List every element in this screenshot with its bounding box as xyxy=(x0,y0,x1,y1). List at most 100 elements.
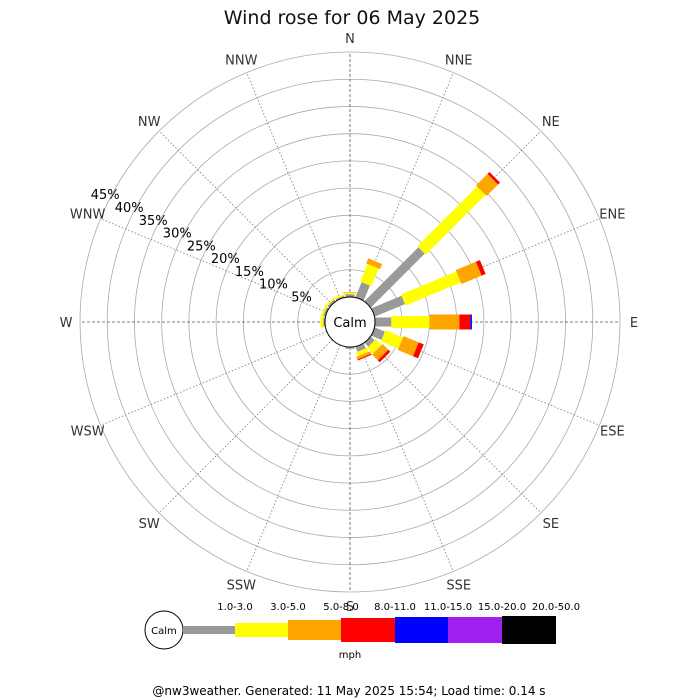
bar-ene-3.0-5.0 xyxy=(400,271,461,306)
legend-swatch-11.0-15.0 xyxy=(395,617,448,643)
bar-stack-w xyxy=(320,316,326,328)
bar-stack-ene xyxy=(371,260,486,317)
bar-se-5.0-8.0 xyxy=(371,343,389,361)
bar-stack-e xyxy=(374,314,472,330)
ring-label-5pct: 5% xyxy=(291,290,312,305)
bar-w-3.0-5.0 xyxy=(320,316,324,328)
ring-20 xyxy=(215,187,485,457)
legend-swatch-8.0-11.0 xyxy=(341,618,395,642)
bar-nnw-3.0-5.0 xyxy=(333,293,346,300)
bar-stack-sse xyxy=(355,343,372,361)
legend-unit: mph xyxy=(339,650,361,661)
spoke-sse xyxy=(359,344,454,572)
bar-ese-1.0-3.0 xyxy=(371,327,385,340)
legend-label-20.0-50.0: 20.0-50.0 xyxy=(532,602,580,613)
bar-ne-1.0-3.0 xyxy=(364,247,425,308)
bar-ese-5.0-8.0 xyxy=(397,336,419,357)
bar-nne-5.0-8.0 xyxy=(366,258,383,270)
bar-ne-8.0-11.0 xyxy=(487,171,501,185)
bar-se-1.0-3.0 xyxy=(364,336,375,347)
legend-label-11.0-15.0: 11.0-15.0 xyxy=(424,602,472,613)
ring-label-45pct: 45% xyxy=(91,188,120,203)
spoke-wnw xyxy=(100,218,328,313)
direction-label-s: S xyxy=(346,600,354,615)
ring-label-20pct: 20% xyxy=(211,252,240,267)
calm-center: Calm xyxy=(324,296,376,348)
ring-label-10pct: 10% xyxy=(259,278,288,293)
ring-label-35pct: 35% xyxy=(139,214,168,229)
legend-swatch-5.0-8.0 xyxy=(288,620,341,640)
legend-swatch-15.0-20.0 xyxy=(448,617,502,643)
bar-stack-se xyxy=(364,336,391,363)
direction-labels: N NNE NE ENE E ESE SE SSE S SSW SW WSW W WNW NW NNW xyxy=(60,32,639,615)
spoke-ene xyxy=(372,218,600,313)
ring-45 xyxy=(79,51,621,593)
legend-label-3.0-5.0: 3.0-5.0 xyxy=(270,602,305,613)
bar-se-8.0-11.0 xyxy=(377,349,391,363)
spoke-wsw xyxy=(100,331,328,426)
legend-swatch-3.0-5.0 xyxy=(235,623,288,637)
bar-e-3.0-5.0 xyxy=(391,316,430,328)
bar-ene-5.0-8.0 xyxy=(455,261,482,284)
ring-labels: 5%10%15%20%25%30%35%40%45% xyxy=(91,188,312,305)
bar-stack-ese xyxy=(371,327,424,359)
ring-30 xyxy=(161,133,539,511)
legend-swatch-20.0-50.0 xyxy=(502,616,556,644)
bar-nne-3.0-5.0 xyxy=(360,263,379,287)
legend-calm-label: Calm xyxy=(151,626,177,637)
direction-label-sw: SW xyxy=(139,517,160,532)
bar-sse-3.0-5.0 xyxy=(356,347,369,357)
spoke-nnw xyxy=(246,72,341,300)
bar-stack-ne xyxy=(364,171,501,308)
bar-nw-3.0-5.0 xyxy=(325,297,336,308)
bar-ene-1.0-3.0 xyxy=(371,295,405,317)
direction-label-n: N xyxy=(345,32,355,47)
direction-label-ne: NE xyxy=(542,115,560,130)
spoke-nne xyxy=(359,72,454,300)
direction-label-se: SE xyxy=(543,517,559,532)
bar-se-3.0-5.0 xyxy=(367,339,382,354)
bar-ese-3.0-5.0 xyxy=(380,330,404,349)
bar-s-1.0-3.0 xyxy=(345,347,355,349)
bar-stack-nw xyxy=(325,297,336,308)
chart-title: Wind rose for 06 May 2025 xyxy=(224,7,481,29)
ring-label-15pct: 15% xyxy=(235,265,264,280)
bar-n-3.0-5.0 xyxy=(344,292,356,295)
bar-n-5.0-8.0 xyxy=(342,292,358,293)
bar-ene-8.0-11.0 xyxy=(475,260,486,276)
direction-label-nnw: NNW xyxy=(225,54,257,69)
direction-label-ese: ESE xyxy=(600,425,625,440)
bar-ese-8.0-11.0 xyxy=(412,342,424,359)
footer-text: @nw3weather. Generated: 11 May 2025 15:5… xyxy=(152,684,545,698)
calm-label: Calm xyxy=(333,316,366,331)
bar-stack-wnw xyxy=(320,305,329,318)
legend-swatch-1.0-3.0 xyxy=(183,626,235,634)
bar-e-1.0-3.0 xyxy=(374,317,392,327)
direction-label-w: W xyxy=(60,316,73,331)
legend-label-8.0-11.0: 8.0-11.0 xyxy=(374,602,416,613)
direction-label-ene: ENE xyxy=(599,207,625,222)
bar-stack-nnw xyxy=(333,293,346,301)
ring-label-25pct: 25% xyxy=(187,239,216,254)
spoke-ese xyxy=(372,331,600,426)
bar-wnw-3.0-5.0 xyxy=(320,305,328,318)
wind-bars xyxy=(320,171,501,363)
speed-legend: Calm 1.0-3.0 3.0-5.0 5.0-8.0 8.0-11.0 11.0-15… xyxy=(144,602,580,661)
direction-label-sse: SSE xyxy=(446,578,471,593)
spoke-se xyxy=(367,339,542,514)
legend-label-1.0-3.0: 1.0-3.0 xyxy=(217,602,252,613)
bar-sse-8.0-11.0 xyxy=(357,353,372,361)
direction-label-nw: NW xyxy=(138,115,161,130)
spoke-sw xyxy=(158,339,333,514)
bar-w-1.0-3.0 xyxy=(323,317,326,327)
bar-e-11.0-15.0 xyxy=(470,314,472,330)
direction-label-wsw: WSW xyxy=(71,425,105,440)
spoke-ssw xyxy=(246,344,341,572)
spoke-nw xyxy=(158,130,333,305)
bar-nne-1.0-3.0 xyxy=(355,282,370,301)
bar-n-1.0-3.0 xyxy=(345,294,355,297)
bar-stack-n xyxy=(342,292,358,297)
ring-label-30pct: 30% xyxy=(163,227,192,242)
bar-ne-3.0-5.0 xyxy=(417,186,486,255)
